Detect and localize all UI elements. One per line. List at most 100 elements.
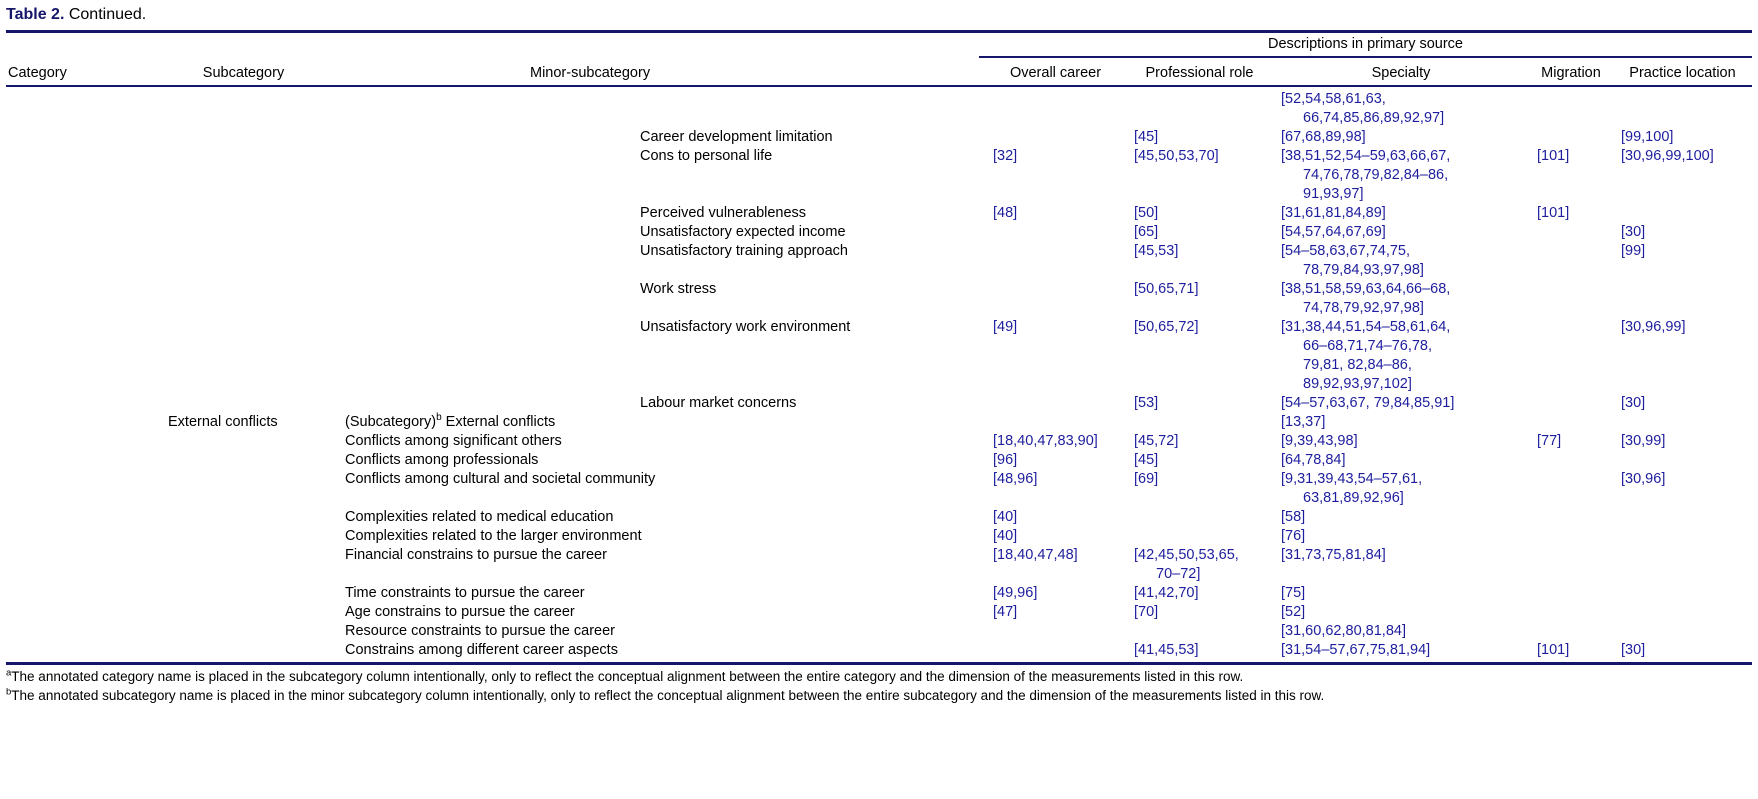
cell-practice-location[interactable]: [30,96,99]: [1621, 319, 1686, 335]
cell-professional-role[interactable]: [70]: [1134, 604, 1159, 620]
cell-overall-career: [985, 90, 1126, 128]
cell-professional-role[interactable]: [45,72]: [1134, 433, 1179, 449]
cell-overall-career[interactable]: [40]: [993, 528, 1018, 544]
cell-specialty[interactable]: [76]: [1281, 528, 1306, 544]
cell-professional-role[interactable]: [50]: [1134, 205, 1159, 221]
cell-practice-location: [1613, 90, 1752, 128]
table-row: Conflicts among cultural and societal co…: [6, 470, 1752, 508]
cell-migration[interactable]: [101]: [1537, 642, 1570, 658]
cell-professional-role[interactable]: [45,53]: [1134, 243, 1179, 259]
cell-subcategory: [162, 242, 325, 280]
table-number-label: Table 2.: [6, 6, 65, 23]
cell-category: [6, 603, 162, 622]
cell-migration: [1529, 546, 1613, 584]
cell-subcategory: [162, 470, 325, 508]
cell-professional-role[interactable]: [41,42,70]: [1134, 585, 1199, 601]
table-row: Cons to personal life [32] [45,50,53,70]…: [6, 147, 1752, 204]
cell-practice-location[interactable]: [30,99]: [1621, 433, 1666, 449]
cell-specialty[interactable]: [38,51,58,59,63,64,66–68, 74,78,79,92,97…: [1281, 281, 1451, 316]
cell-subcategory: [162, 527, 325, 546]
cell-overall-career[interactable]: [49]: [993, 319, 1018, 335]
cell-overall-career[interactable]: [40]: [993, 509, 1018, 525]
table-row: External conflicts (Subcategory)b Extern…: [6, 413, 1752, 432]
cell-professional-role[interactable]: [45]: [1134, 452, 1159, 468]
cell-professional-role: [1126, 508, 1273, 527]
cell-subcategory: [162, 128, 325, 147]
cell-migration[interactable]: [101]: [1537, 148, 1570, 164]
cell-practice-location[interactable]: [30]: [1621, 642, 1646, 658]
cell-practice-location[interactable]: [99]: [1621, 243, 1646, 259]
cell-professional-role[interactable]: [41,45,53]: [1134, 642, 1199, 658]
cell-practice-location[interactable]: [30,96]: [1621, 471, 1666, 487]
cell-overall-career[interactable]: [96]: [993, 452, 1018, 468]
cell-subcategory: [162, 223, 325, 242]
cell-overall-career[interactable]: [32]: [993, 148, 1018, 164]
cell-professional-role[interactable]: [50,65,71]: [1134, 281, 1199, 297]
cell-specialty[interactable]: [31,61,81,84,89]: [1281, 205, 1386, 221]
cell-minor-subcategory: Complexities related to the larger envir…: [345, 528, 642, 544]
table-row: Complexities related to medical educatio…: [6, 508, 1752, 527]
table-row: Unsatisfactory expected income [65] [54,…: [6, 223, 1752, 242]
cell-professional-role[interactable]: [50,65,72]: [1134, 319, 1199, 335]
cell-specialty[interactable]: [38,51,52,54–59,63,66,67, 74,76,78,79,82…: [1281, 148, 1451, 202]
cell-practice-location[interactable]: [99,100]: [1621, 129, 1674, 145]
cell-overall-career[interactable]: [48]: [993, 205, 1018, 221]
footnote-a-text: The annotated category name is placed in…: [11, 669, 1244, 684]
cell-migration: [1529, 603, 1613, 622]
cell-minor-subcategory: Work stress: [640, 281, 717, 297]
cell-category: [6, 90, 162, 128]
cell-specialty[interactable]: [75]: [1281, 585, 1306, 601]
cell-professional-role[interactable]: [53]: [1134, 395, 1159, 411]
cell-overall-career[interactable]: [49,96]: [993, 585, 1038, 601]
cell-overall-career[interactable]: [18,40,47,83,90]: [993, 433, 1098, 449]
cell-specialty[interactable]: [9,31,39,43,54–57,61, 63,81,89,92,96]: [1281, 471, 1423, 506]
cell-specialty[interactable]: [64,78,84]: [1281, 452, 1346, 468]
cell-specialty[interactable]: [9,39,43,98]: [1281, 433, 1358, 449]
cell-specialty[interactable]: [31,54–57,67,75,81,94]: [1281, 642, 1431, 658]
cell-overall-career: [985, 128, 1126, 147]
cell-professional-role[interactable]: [65]: [1134, 224, 1159, 240]
cell-migration[interactable]: [77]: [1537, 433, 1562, 449]
cell-specialty[interactable]: [54–58,63,67,74,75, 78,79,84,93,97,98]: [1281, 243, 1424, 278]
cell-professional-role[interactable]: [45]: [1134, 129, 1159, 145]
cell-specialty[interactable]: [31,60,62,80,81,84]: [1281, 623, 1406, 639]
cell-specialty[interactable]: [31,38,44,51,54–58,61,64, 66–68,71,74–76…: [1281, 319, 1451, 392]
cell-specialty[interactable]: [54–57,63,67, 79,84,85,91]: [1281, 395, 1455, 411]
cell-subcategory: [162, 90, 325, 128]
cell-professional-role[interactable]: [45,50,53,70]: [1134, 148, 1219, 164]
cell-minor-subcategory: Age constrains to pursue the career: [345, 604, 575, 620]
cell-professional-role[interactable]: [69]: [1134, 471, 1159, 487]
cell-overall-career[interactable]: [18,40,47,48]: [993, 547, 1078, 563]
cell-migration: [1529, 527, 1613, 546]
cell-category: [6, 508, 162, 527]
cell-specialty[interactable]: [52,54,58,61,63, 66,74,85,86,89,92,97]: [1281, 91, 1445, 126]
cell-specialty[interactable]: [31,73,75,81,84]: [1281, 547, 1386, 563]
cell-specialty[interactable]: [58]: [1281, 509, 1306, 525]
cell-specialty[interactable]: [52]: [1281, 604, 1306, 620]
top-rule: [6, 30, 1752, 33]
cell-migration[interactable]: [101]: [1537, 205, 1570, 221]
cell-specialty[interactable]: [54,57,64,67,69]: [1281, 224, 1386, 240]
cell-practice-location[interactable]: [30,96,99,100]: [1621, 148, 1714, 164]
cell-practice-location[interactable]: [30]: [1621, 224, 1646, 240]
cell-practice-location: [1613, 527, 1752, 546]
cell-practice-location[interactable]: [30]: [1621, 395, 1646, 411]
cell-professional-role[interactable]: [42,45,50,53,65, 70–72]: [1134, 547, 1239, 582]
table-body: [52,54,58,61,63, 66,74,85,86,89,92,97] C…: [6, 87, 1752, 662]
subcategory-footnote-marker: b: [436, 412, 442, 424]
footnote-b-text: The annotated subcategory name is placed…: [11, 687, 1325, 703]
cell-category: [6, 527, 162, 546]
cell-subcategory: External conflicts: [168, 414, 278, 430]
cell-migration: [1529, 470, 1613, 508]
cell-migration: [1529, 451, 1613, 470]
column-header-row: Category Subcategory Minor-subcategory O…: [6, 58, 1752, 85]
cell-category: [6, 546, 162, 584]
cell-migration: [1529, 318, 1613, 394]
cell-minor-subcategory: Financial constrains to pursue the caree…: [345, 547, 607, 563]
cell-specialty[interactable]: [13,37]: [1281, 414, 1326, 430]
cell-specialty[interactable]: [67,68,89,98]: [1281, 129, 1366, 145]
cell-migration: [1529, 280, 1613, 318]
cell-overall-career[interactable]: [47]: [993, 604, 1018, 620]
cell-overall-career[interactable]: [48,96]: [993, 471, 1038, 487]
cell-subcategory: [162, 546, 325, 584]
